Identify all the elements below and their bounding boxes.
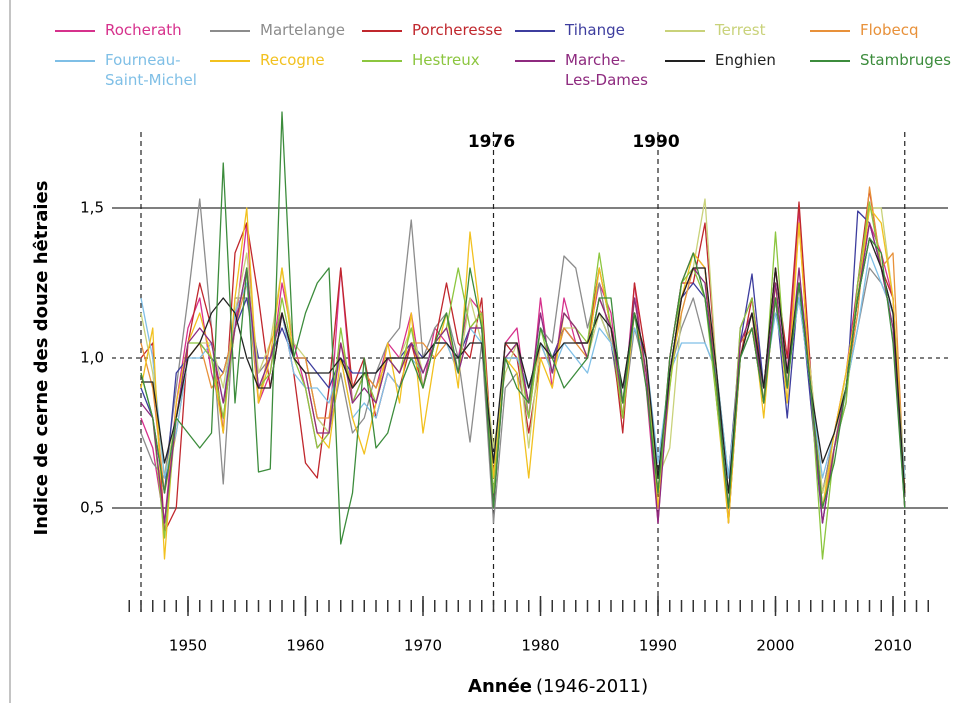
- legend-label: Fourneau- Saint-Michel: [105, 51, 197, 89]
- legend-item: Flobecq: [810, 20, 919, 40]
- x-axis-label: Année: [468, 676, 532, 697]
- legend-item: Hestreux: [362, 50, 480, 70]
- y-tick-label: 1,5: [80, 199, 104, 217]
- legend-label: Flobecq: [860, 21, 919, 39]
- legend-swatch: [362, 60, 402, 62]
- legend-label: Tihange: [565, 21, 625, 39]
- legend-label: Porcheresse: [412, 21, 503, 39]
- y-tick-label: 1,0: [80, 349, 104, 367]
- legend-swatch: [665, 60, 705, 62]
- y-axis-label: Indice de cerne des douze hêtraies: [31, 181, 52, 536]
- legend-swatch: [665, 30, 705, 32]
- legend-label: Rocherath: [105, 21, 182, 39]
- year-marker-label: 1990: [632, 132, 679, 152]
- legend-label: Enghien: [715, 51, 776, 69]
- legend-swatch: [210, 60, 250, 62]
- legend-item: Terrest: [665, 20, 766, 40]
- legend-swatch: [362, 30, 402, 32]
- x-tick-label: 1950: [169, 637, 207, 655]
- x-axis-note: (1946-2011): [536, 676, 648, 697]
- legend-swatch: [515, 60, 555, 62]
- legend: Rocherath Martelange Porcheresse Tihange Ter…: [0, 20, 972, 100]
- legend-item: Recogne: [210, 50, 325, 70]
- legend-label: Recogne: [260, 51, 325, 69]
- x-tick-label: 2000: [756, 637, 794, 655]
- x-tick-label: 1980: [521, 637, 559, 655]
- legend-label: Marche- Les-Dames: [565, 51, 648, 89]
- x-tick-label: 2010: [874, 637, 912, 655]
- legend-label: Stambruges: [860, 51, 951, 69]
- legend-swatch: [55, 60, 95, 62]
- series-line: [140, 222, 906, 524]
- legend-item: Porcheresse: [362, 20, 502, 40]
- legend-item: Fourneau- Saint-Michel: [55, 50, 197, 90]
- x-tick-label: 1970: [404, 637, 442, 655]
- series-line: [141, 237, 906, 494]
- legend-item: Tihange: [515, 20, 625, 40]
- series-line: [140, 111, 906, 545]
- legend-swatch: [210, 30, 250, 32]
- legend-item: Rocherath: [55, 20, 182, 40]
- legend-swatch: [810, 30, 850, 32]
- legend-item: Stambruges: [810, 50, 951, 70]
- y-tick-label: 0,5: [80, 499, 104, 517]
- legend-swatch: [515, 30, 555, 32]
- legend-label: Terrest: [715, 21, 766, 39]
- year-marker-label: 1976: [468, 132, 515, 152]
- series-line: [140, 201, 906, 560]
- legend-swatch: [810, 60, 850, 62]
- legend-item: Enghien: [665, 50, 776, 70]
- legend-label: Martelange: [260, 21, 346, 39]
- x-tick-label: 1990: [639, 637, 677, 655]
- legend-swatch: [55, 30, 95, 32]
- legend-item: Marche- Les-Dames: [515, 50, 648, 90]
- legend-label: Hestreux: [412, 51, 480, 69]
- x-tick-label: 1960: [286, 637, 324, 655]
- legend-item: Martelange: [210, 20, 345, 40]
